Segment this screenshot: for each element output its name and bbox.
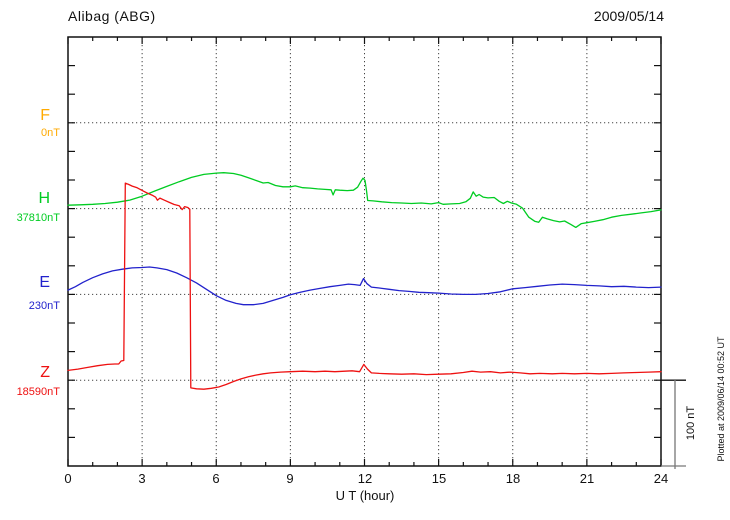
x-tick-9: 9	[286, 471, 294, 486]
x-tick-0: 0	[64, 471, 72, 486]
component-label-e: E	[39, 274, 50, 291]
x-tick-12: 12	[357, 471, 373, 486]
component-baseline-e: 230nT	[28, 300, 60, 312]
scale-bar-label: 100 nT	[685, 405, 697, 441]
component-label-z: Z	[40, 364, 50, 381]
component-baseline-z: 18590nT	[16, 386, 60, 398]
x-tick-18: 18	[505, 471, 521, 486]
station-title: Alibag (ABG)	[68, 8, 156, 24]
x-tick-24: 24	[653, 471, 669, 486]
component-label-h: H	[38, 190, 50, 207]
plotted-at-note: Plotted at 2009/06/14 00:52 UT	[716, 336, 726, 462]
x-tick-15: 15	[431, 471, 447, 486]
x-tick-6: 6	[212, 471, 220, 486]
component-baseline-h: 37810nT	[16, 212, 60, 224]
x-tick-3: 3	[138, 471, 146, 486]
plot-date: 2009/05/14	[593, 8, 664, 24]
x-tick-21: 21	[579, 471, 595, 486]
component-label-f: F	[40, 107, 50, 124]
x-axis-label: U T (hour)	[335, 488, 395, 503]
component-baseline-f: 0nT	[41, 127, 60, 139]
